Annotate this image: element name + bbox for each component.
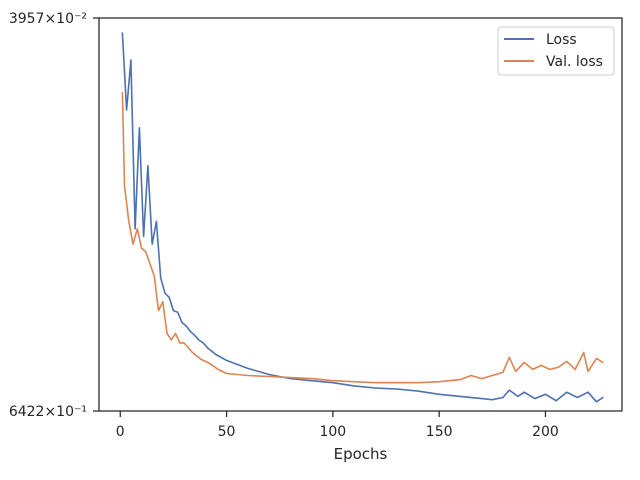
x-tick-label-0: 0 [116,424,125,440]
legend-label-loss: Loss [546,32,577,48]
series-line-val-loss [121,91,604,384]
y-tick-label-top: 3957×10⁻² [9,11,87,27]
x-tick-label-150: 150 [426,424,453,440]
legend-label-val-loss: Val. loss [546,54,603,70]
x-tick-label-50: 50 [218,424,236,440]
y-tick-label-bottom: 6422×10⁻¹ [9,404,87,420]
legend: Loss Val. loss [497,26,615,76]
series-line-loss [121,32,604,403]
x-tick-label-100: 100 [319,424,346,440]
x-axis-title: Epochs [334,445,388,463]
axes-frame [98,17,623,412]
x-tick-label-200: 200 [532,424,559,440]
plot-area [121,32,604,403]
x-axis-ticks: 0 50 100 150 200 [116,411,559,440]
